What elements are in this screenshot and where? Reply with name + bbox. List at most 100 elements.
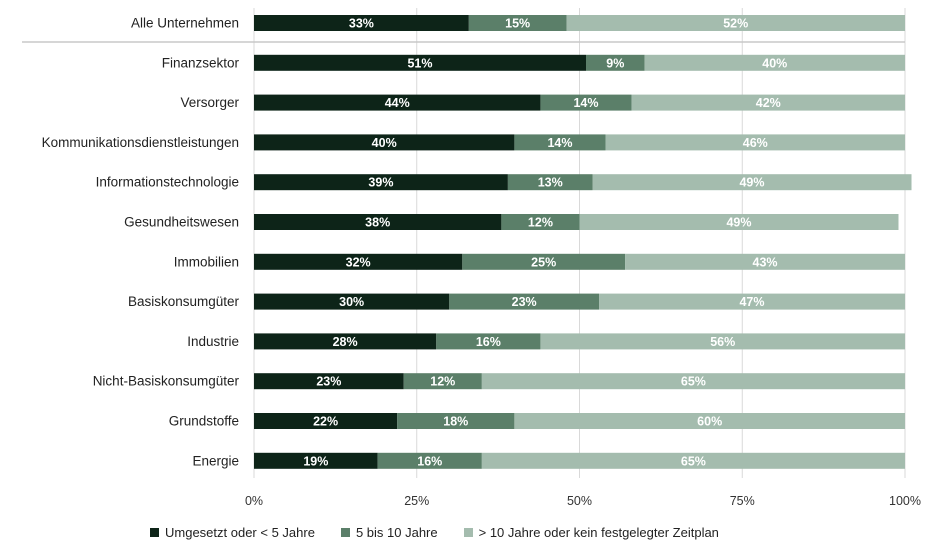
legend-item-series-3: > 10 Jahre oder kein festgelegter Zeitpl… [463,525,719,540]
data-label: 22% [313,415,338,429]
data-label: 56% [710,335,735,349]
legend-swatch-series-2 [340,528,350,537]
x-tick-label: 100% [889,494,921,508]
bars: 33% 15% 52% 51% 9% 40% 44% 14% 42% 40% 14% 46% 39% 13… [254,15,912,469]
category-label: Industrie [187,334,239,349]
data-label: 15% [505,17,530,31]
x-tick-label: 0% [245,494,263,508]
data-label: 38% [365,216,390,230]
bar-segment [254,373,404,390]
bar-segment [579,214,899,230]
bar-segment [254,214,502,230]
data-label: 33% [349,17,374,31]
bar-segment [254,15,469,31]
data-label: 28% [333,335,358,349]
category-label: Nicht-Basiskonsumgüter [93,374,240,389]
data-label: 60% [697,415,722,429]
bar-segment [254,452,378,469]
category-label: Alle Unternehmen [131,16,239,31]
bar-segment [540,94,632,111]
bar-segment [462,253,626,270]
bar-segment [254,134,515,151]
bar-segment [254,94,541,111]
data-label: 47% [739,295,764,309]
bar-segment [254,253,463,270]
data-label: 44% [385,96,410,110]
data-label: 30% [339,295,364,309]
bar-segment [397,413,515,429]
data-label: 14% [573,96,598,110]
legend-swatch-series-1 [150,528,159,537]
data-label: 65% [681,375,706,389]
category-label: Grundstoffe [169,414,239,429]
bar-segment [254,293,450,310]
bar-segment [599,293,905,310]
category-label: Kommunikationsdienstleistungen [42,135,239,150]
bar-segment [625,253,905,270]
category-labels: Alle Unternehmen Finanzsektor Versorger Kom… [42,16,240,469]
legend-item-series-1: Umgesetzt oder < 5 Jahre [150,525,315,540]
data-label: 52% [723,17,748,31]
data-label: 9% [606,56,624,70]
data-label: 40% [762,56,787,70]
bar-segment [377,452,482,469]
bar-segment [481,373,905,390]
data-label: 12% [528,216,553,230]
legend-swatch-series-3 [463,528,473,537]
data-label: 51% [407,56,432,70]
stacked-bar-chart: 33% 15% 52% 51% 9% 40% 44% 14% 42% 40% 14% 46% 39% 13… [22,8,921,508]
bar-segment [514,134,606,151]
bar-segment [507,174,593,191]
bar-segment [540,333,905,350]
legend-label-series-3: > 10 Jahre oder kein festgelegter Zeitpl… [478,525,719,540]
legend-label-series-2: 5 bis 10 Jahre [355,525,438,540]
data-label: 16% [476,335,501,349]
data-label: 65% [681,454,706,468]
data-label: 25% [531,255,556,269]
data-label: 19% [303,454,328,468]
data-label: 43% [753,255,778,269]
data-label: 32% [346,255,371,269]
bar-segment [254,54,587,71]
legend-item-series-2: 5 bis 10 Jahre [340,525,438,540]
data-label: 12% [430,375,455,389]
data-label: 49% [739,176,764,190]
data-label: 23% [316,375,341,389]
bar-segment [254,333,437,350]
bar-segment [605,134,905,151]
bar-segment [514,413,905,429]
data-label: 16% [417,454,442,468]
bar-segment [449,293,600,310]
data-label: 13% [538,176,563,190]
bar-segment [644,54,905,71]
category-label: Informationstechnologie [96,175,239,190]
gridlines [253,8,906,478]
legend-label-series-1: Umgesetzt oder < 5 Jahre [165,525,315,540]
legend: Umgesetzt oder < 5 Jahre 5 bis 10 Jahre … [150,525,719,540]
data-label: 14% [547,136,572,150]
x-tick-label: 50% [567,494,592,508]
bar-segment [481,452,905,469]
category-label: Finanzsektor [162,55,240,70]
bar-segment [254,174,508,191]
bar-segment [436,333,541,350]
category-label: Gesundheitswesen [124,215,239,230]
x-tick-labels: 0% 25% 50% 75% 100% [245,494,921,508]
data-label: 46% [743,136,768,150]
bar-segment [566,15,905,31]
data-label: 39% [368,176,393,190]
category-label: Basiskonsumgüter [128,294,240,309]
category-label: Immobilien [174,254,239,269]
bar-segment [631,94,905,111]
data-label: 49% [726,216,751,230]
x-tick-label: 25% [404,494,429,508]
x-tick-label: 75% [730,494,755,508]
category-label: Energie [192,453,239,468]
bar-segment [403,373,482,390]
bar-segment [592,174,912,191]
bar-segment [501,214,580,230]
data-label: 40% [372,136,397,150]
data-label: 18% [443,415,468,429]
bar-segment [586,54,645,71]
data-label: 42% [756,96,781,110]
